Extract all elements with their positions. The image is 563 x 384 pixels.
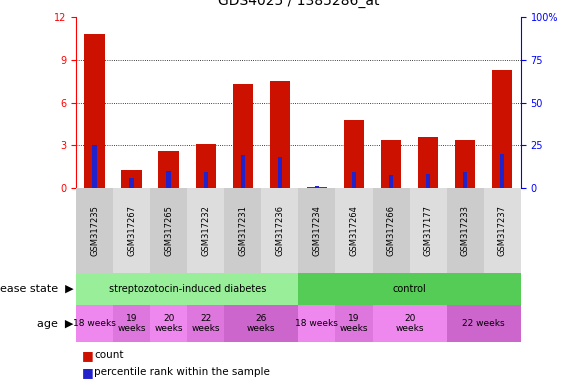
Text: age  ▶: age ▶ <box>37 318 73 329</box>
Bar <box>92 146 97 188</box>
Bar <box>122 170 142 188</box>
Bar <box>352 172 356 188</box>
Bar <box>278 157 282 188</box>
Bar <box>224 188 261 273</box>
Text: ■: ■ <box>82 366 93 379</box>
Text: disease state  ▶: disease state ▶ <box>0 284 73 294</box>
Text: GSM317264: GSM317264 <box>350 205 359 256</box>
Text: GSM317265: GSM317265 <box>164 205 173 256</box>
Text: GSM317266: GSM317266 <box>387 205 396 256</box>
Bar <box>261 188 298 273</box>
Bar <box>203 172 208 188</box>
Text: GSM317235: GSM317235 <box>90 205 99 256</box>
Bar <box>373 305 446 342</box>
Bar <box>307 187 327 188</box>
Text: GSM317233: GSM317233 <box>461 205 470 256</box>
Text: ■: ■ <box>82 349 93 362</box>
Bar <box>336 188 373 273</box>
Text: GSM317177: GSM317177 <box>423 205 432 256</box>
Text: GSM317267: GSM317267 <box>127 205 136 256</box>
Bar <box>224 305 298 342</box>
Text: 26
weeks: 26 weeks <box>247 314 275 333</box>
Text: GSM317231: GSM317231 <box>238 205 247 256</box>
Bar <box>381 140 401 188</box>
Bar <box>389 175 394 188</box>
Text: 19
weeks: 19 weeks <box>117 314 146 333</box>
Bar <box>455 140 475 188</box>
Bar <box>84 34 105 188</box>
Bar <box>484 188 521 273</box>
Text: 22 weeks: 22 weeks <box>462 319 505 328</box>
Bar <box>336 305 373 342</box>
Text: control: control <box>393 284 426 294</box>
Bar <box>150 188 187 273</box>
Bar <box>492 70 512 188</box>
Text: GDS4025 / 1385286_at: GDS4025 / 1385286_at <box>218 0 379 8</box>
Bar <box>76 188 113 273</box>
Bar <box>418 137 439 188</box>
Bar <box>113 188 150 273</box>
Text: 18 weeks: 18 weeks <box>73 319 116 328</box>
Text: 18 weeks: 18 weeks <box>296 319 338 328</box>
Bar <box>298 188 336 273</box>
Bar <box>129 178 134 188</box>
Text: 22
weeks: 22 weeks <box>191 314 220 333</box>
Text: percentile rank within the sample: percentile rank within the sample <box>94 367 270 377</box>
Bar <box>76 305 113 342</box>
Text: GSM317232: GSM317232 <box>201 205 210 256</box>
Bar <box>298 305 336 342</box>
Bar <box>158 151 179 188</box>
Bar <box>150 305 187 342</box>
Bar <box>315 186 319 188</box>
Text: count: count <box>94 350 123 360</box>
Bar <box>270 81 290 188</box>
Bar <box>167 171 171 188</box>
Bar <box>344 120 364 188</box>
Bar <box>373 188 410 273</box>
Text: GSM317234: GSM317234 <box>312 205 321 256</box>
Text: GSM317236: GSM317236 <box>275 205 284 256</box>
Text: streptozotocin-induced diabetes: streptozotocin-induced diabetes <box>109 284 266 294</box>
Text: 19
weeks: 19 weeks <box>339 314 368 333</box>
Text: 20
weeks: 20 weeks <box>154 314 183 333</box>
Bar <box>113 305 150 342</box>
Bar <box>240 156 245 188</box>
Bar <box>76 273 298 305</box>
Bar <box>187 305 224 342</box>
Bar <box>500 154 504 188</box>
Bar <box>426 174 430 188</box>
Bar <box>195 144 216 188</box>
Text: GSM317237: GSM317237 <box>498 205 507 256</box>
Bar <box>410 188 446 273</box>
Bar <box>446 188 484 273</box>
Bar <box>233 84 253 188</box>
Bar <box>298 273 521 305</box>
Bar <box>463 172 467 188</box>
Bar <box>187 188 224 273</box>
Bar <box>446 305 521 342</box>
Text: 20
weeks: 20 weeks <box>395 314 424 333</box>
